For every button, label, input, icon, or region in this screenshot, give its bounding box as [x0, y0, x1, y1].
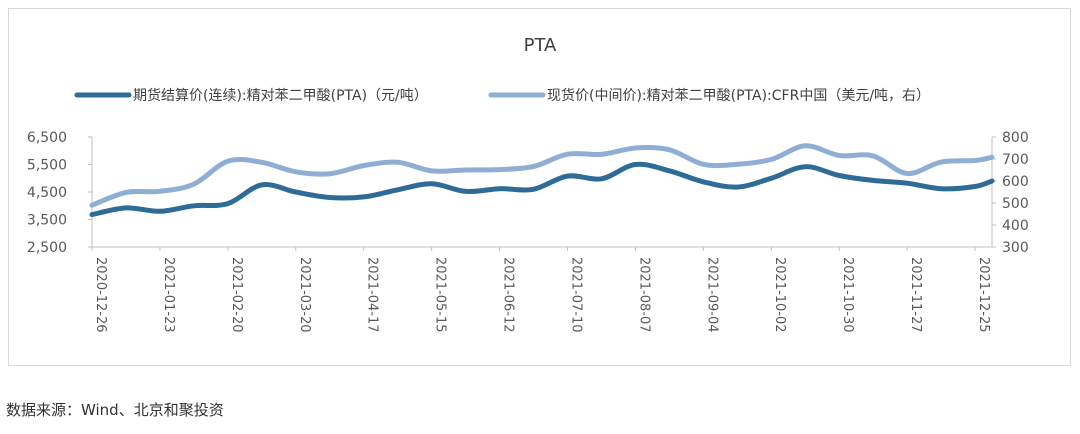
y-right-tick-label: 800 — [1002, 130, 1029, 146]
x-tick-label: 2021-04-17 — [365, 257, 380, 333]
x-tick-label: 2021-08-07 — [636, 257, 651, 333]
x-tick-label: 2020-12-26 — [93, 257, 108, 333]
x-tick-label: 2021-07-10 — [568, 257, 583, 333]
legend: 期货结算价(连续):精对苯二甲酸(PTA)（元/吨） 现货价(中间价):精对苯二… — [74, 87, 930, 104]
axes: 2,500 3,500 4,500 5,500 6,500 300 400 500 600 700… — [27, 130, 1029, 333]
y-right-tick-label: 600 — [1002, 174, 1029, 190]
x-tick-label: 2021-02-20 — [229, 257, 244, 333]
y-left-tick-label: 6,500 — [27, 130, 67, 146]
legend-label-futures: 期货结算价(连续):精对苯二甲酸(PTA)（元/吨） — [133, 87, 428, 104]
x-tick-label: 2021-12-25 — [976, 257, 991, 333]
series-layer — [89, 143, 995, 218]
y-right-tick-label: 700 — [1002, 152, 1029, 168]
chart-frame: PTA 期货结算价(连续):精对苯二甲酸(PTA)（元/吨） 现货价(中间价):… — [8, 8, 1071, 366]
pta-line-chart: PTA 期货结算价(连续):精对苯二甲酸(PTA)（元/吨） 现货价(中间价):… — [27, 35, 1029, 333]
y-left-tick-label: 5,500 — [27, 158, 67, 174]
y-right-tick-label: 400 — [1002, 218, 1029, 234]
x-tick-label: 2021-06-12 — [501, 257, 516, 333]
y-left-tick-label: 3,500 — [27, 213, 67, 229]
x-tick-label: 2021-11-27 — [908, 257, 923, 333]
chart-title: PTA — [524, 35, 557, 56]
x-tick-label: 2021-10-02 — [772, 257, 787, 333]
y-right-tick-label: 500 — [1002, 196, 1029, 212]
legend-label-spot: 现货价(中间价):精对苯二甲酸(PTA):CFR中国（美元/吨，右） — [547, 87, 930, 104]
source-note: 数据来源：Wind、北京和聚投资 — [6, 401, 224, 419]
x-tick-label: 2021-05-15 — [433, 257, 448, 333]
x-tick-label: 2021-10-30 — [840, 257, 855, 333]
x-tick-label: 2021-09-04 — [704, 257, 719, 333]
series-line-futures — [89, 161, 995, 218]
x-tick-label: 2021-03-20 — [297, 257, 312, 333]
y-left-tick-label: 4,500 — [27, 185, 67, 201]
x-tick-label: 2021-01-23 — [161, 257, 176, 333]
series-line-spot — [89, 143, 995, 208]
y-left-tick-label: 2,500 — [27, 240, 67, 256]
y-right-tick-label: 300 — [1002, 240, 1029, 256]
